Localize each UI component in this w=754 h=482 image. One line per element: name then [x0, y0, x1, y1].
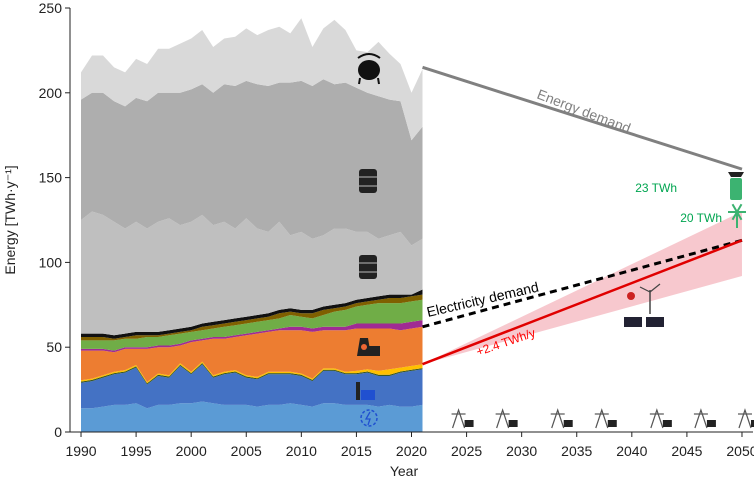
energy-demand-label: Energy demand: [535, 86, 633, 136]
x-tick-label: 2020: [396, 443, 427, 459]
x-tick-label: 2040: [616, 443, 647, 459]
area-layer-10: [81, 79, 423, 246]
x-tick-label: 1990: [65, 443, 96, 459]
electricity-demand-label: Electricity demand: [425, 279, 540, 320]
turbine-blade: [639, 286, 651, 293]
y-tick-label: 200: [39, 85, 63, 101]
oil-barrel-icon: [359, 255, 377, 279]
tank-leg: [377, 77, 380, 85]
tower-frame: [694, 408, 708, 429]
transmission-tower-icon: [495, 408, 518, 429]
transmission-tower-icon: [550, 408, 573, 429]
wind-turbine-icon: [728, 203, 746, 228]
y-tick-label: 50: [46, 339, 62, 355]
tower-frame: [650, 408, 664, 429]
gas-tank-icon: [357, 53, 381, 85]
gear-icon: [360, 409, 378, 427]
x-tick-label: 2035: [561, 443, 592, 459]
area-layer-7: [81, 294, 423, 341]
synthetic-fuel-icon: [728, 172, 744, 200]
series-line-0: [422, 65, 743, 171]
y-tick-label: 250: [39, 0, 63, 16]
gear-outline: [360, 409, 378, 427]
tower-frame: [595, 408, 609, 429]
transmission-tower-icon: [451, 408, 474, 429]
area-layer-5: [81, 320, 423, 353]
barrel-body: [359, 255, 377, 279]
x-tick-label: 2005: [231, 443, 262, 459]
oil-barrel-icon: [359, 169, 377, 193]
radiation-mark: [361, 344, 367, 350]
area-layer-9: [81, 211, 423, 336]
y-tick-label: 150: [39, 170, 63, 186]
battery-pack: [662, 420, 672, 427]
tank-leg: [358, 77, 361, 85]
turbine-blade: [736, 203, 743, 213]
tank-sphere: [358, 60, 380, 80]
band-area: [422, 211, 742, 365]
solar-panel: [646, 317, 664, 327]
tower-frame: [738, 408, 752, 429]
transmission-tower-icon: [693, 408, 716, 429]
x-tick-label: 1995: [121, 443, 152, 459]
x-tick-label: 2050: [726, 443, 754, 459]
x-tick-label: 2045: [671, 443, 702, 459]
area-layer-4: [81, 326, 423, 382]
x-tick-label: 2000: [176, 443, 207, 459]
series-line-2: [422, 239, 743, 366]
area-layer-6: [81, 299, 423, 351]
battery-pack: [563, 420, 573, 427]
y-axis-title: Energy [TWh·y⁻¹]: [2, 165, 18, 274]
x-tick-label: 2030: [506, 443, 537, 459]
dam-wall: [356, 382, 360, 400]
transmission-tower-icon: [737, 408, 754, 429]
turbine-blade: [649, 283, 661, 293]
tower-frame: [551, 408, 565, 429]
twh-23-label: 23 TWh: [635, 181, 677, 195]
tower-frame: [496, 408, 510, 429]
turbine-blade: [731, 211, 738, 221]
x-tick-label: 2025: [451, 443, 482, 459]
barrel-body: [359, 169, 377, 193]
area-layer-3: [81, 361, 423, 384]
battery-pack: [464, 420, 474, 427]
y-tick-label: 100: [39, 254, 63, 270]
reactor-building: [366, 346, 380, 356]
area-layer-2: [81, 363, 423, 385]
battery-pack: [508, 420, 518, 427]
battery-pack: [706, 420, 716, 427]
y-tick-label: 0: [54, 424, 62, 440]
area-layer-11: [81, 18, 423, 141]
x-tick-label: 2010: [286, 443, 317, 459]
green-barrel: [730, 178, 742, 200]
icons: [356, 53, 754, 429]
water: [361, 390, 375, 400]
plane: [728, 172, 744, 177]
solar-panel: [624, 317, 642, 327]
projection-lines: [422, 65, 743, 366]
sun: [627, 292, 635, 300]
area-layer-1: [81, 364, 423, 409]
hydro-dam-icon: [356, 382, 375, 400]
x-axis-title: Year: [390, 463, 419, 479]
bolt: [364, 411, 371, 426]
nuclear-plant-icon: [357, 338, 380, 356]
solar-wind-icon: [624, 283, 664, 327]
stacked-areas: [81, 18, 423, 432]
tank-rim: [357, 53, 381, 59]
turbine-blade: [731, 203, 738, 213]
turbine-blade: [736, 211, 743, 221]
uncertainty-band: [422, 211, 742, 365]
axes: 0 50 100 150 200 250 1990 1995 2000 2005 2010 2015 2…: [39, 0, 754, 459]
area-layer-0: [81, 401, 423, 432]
tower-frame: [451, 408, 466, 429]
x-tick-label: 2015: [341, 443, 372, 459]
transmission-tower-icon: [649, 408, 672, 429]
twh-20-label: 20 TWh: [680, 211, 722, 225]
battery-pack: [607, 420, 617, 427]
transmission-tower-icon: [594, 408, 617, 429]
battery-pack: [750, 420, 754, 427]
